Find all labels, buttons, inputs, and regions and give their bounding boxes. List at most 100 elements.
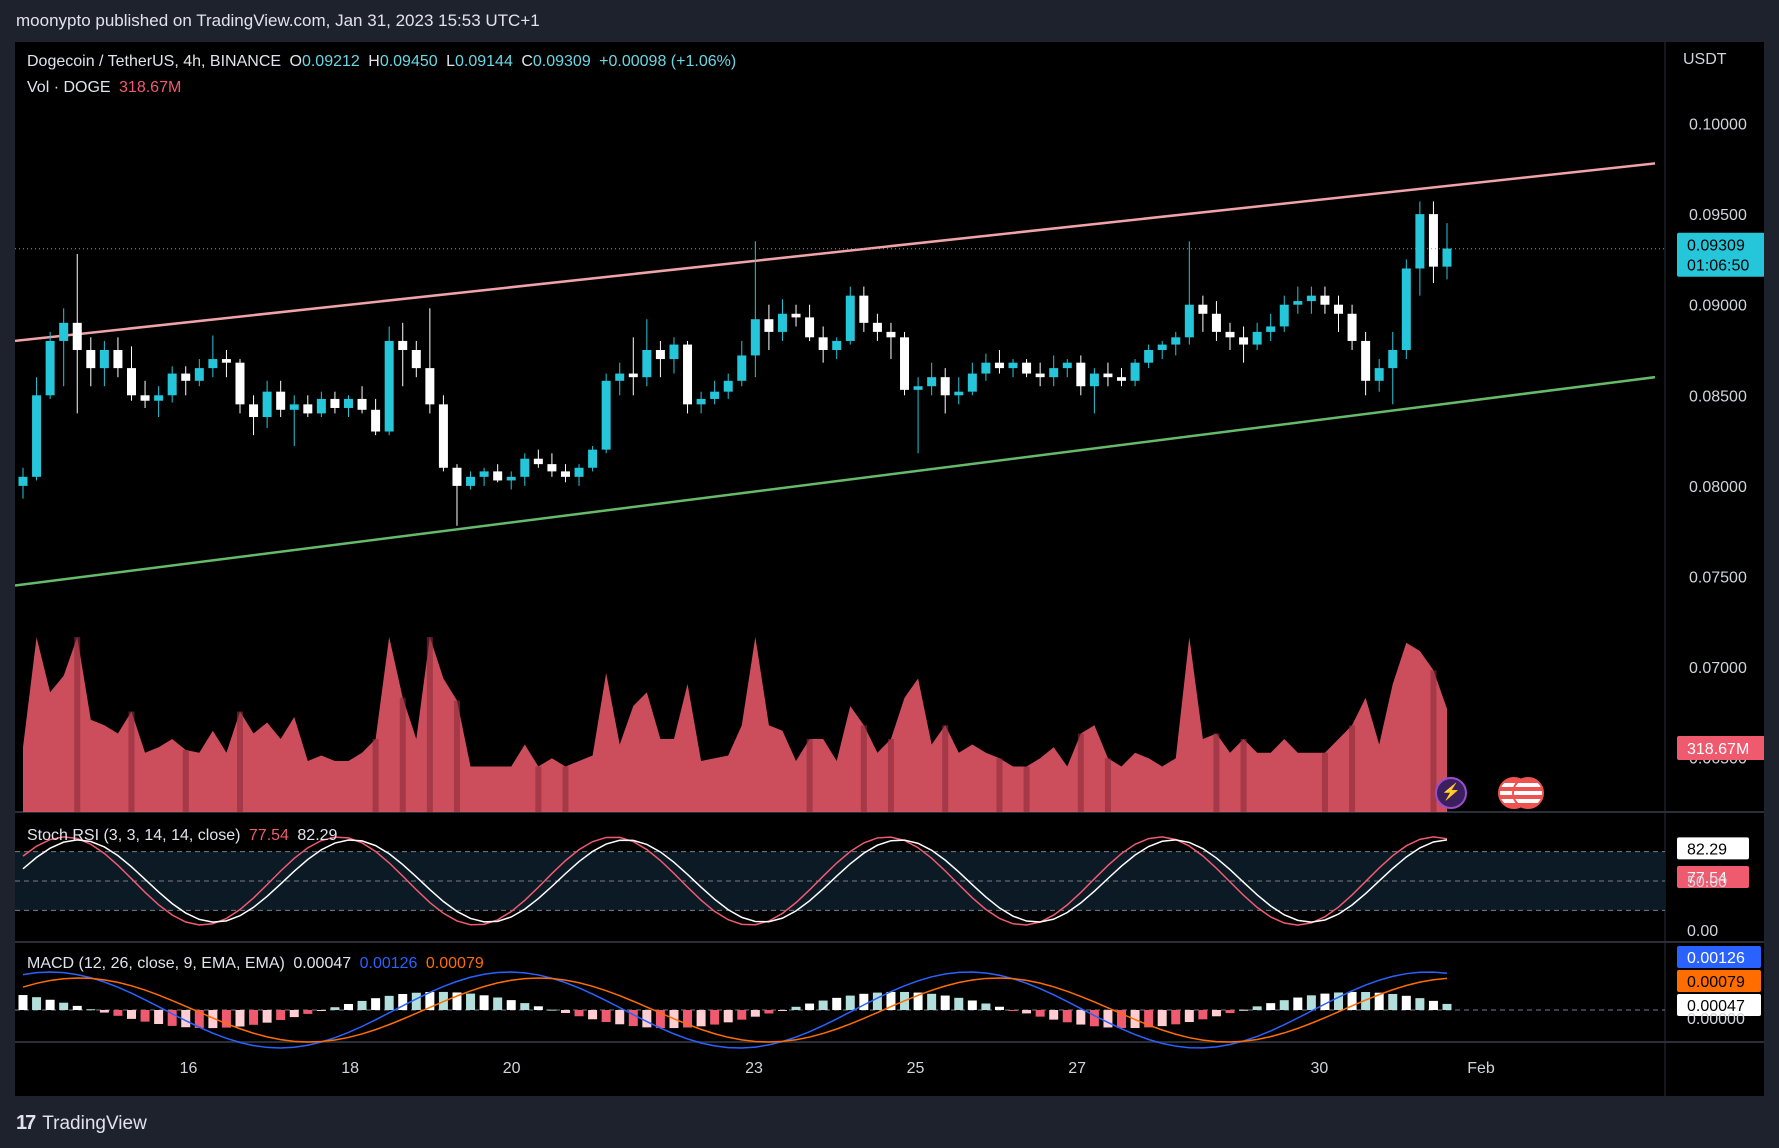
macd-histogram-bar: [1320, 993, 1330, 1010]
us-flag-icon-2[interactable]: [1512, 777, 1544, 809]
candle-up: [777, 313, 787, 332]
macd-histogram-bar: [1293, 997, 1303, 1010]
currency-label: USDT: [1683, 51, 1727, 68]
price-tick-label: 0.09000: [1689, 298, 1747, 315]
open-label: O: [289, 53, 302, 70]
volume-bar-down: [372, 739, 379, 812]
macd-badge-label: 0.00126: [1687, 950, 1745, 967]
macd-histogram-bar: [791, 1006, 801, 1010]
volume-bar-down: [453, 700, 460, 812]
macd-histogram-bar: [1239, 1009, 1249, 1011]
macd-histogram-bar: [140, 1010, 150, 1022]
macd-histogram-bar: [642, 1010, 652, 1028]
tradingview-logo-icon: 17: [16, 1112, 36, 1134]
macd-histogram-bar: [479, 995, 489, 1010]
macd-histogram-bar: [18, 995, 28, 1010]
candle-down: [1198, 304, 1208, 314]
macd-histogram-bar: [1334, 992, 1344, 1010]
candle-down: [411, 350, 421, 369]
volume-bar-down: [74, 637, 81, 812]
stoch-label[interactable]: Stoch RSI (3, 3, 14, 14, close): [27, 827, 241, 844]
candle-up: [32, 395, 42, 477]
symbol-title[interactable]: Dogecoin / TetherUS, 4h, BINANCE: [27, 53, 282, 70]
time-tick-label: 25: [907, 1060, 925, 1077]
candle-up: [1266, 326, 1276, 332]
macd-badge: [1677, 994, 1761, 1016]
macd-histogram-bar: [72, 1005, 82, 1010]
candle-down: [1334, 304, 1344, 314]
price-tick-label: 0.10000: [1689, 117, 1747, 134]
volume-bar-down: [426, 637, 433, 812]
symbol-legend: Dogecoin / TetherUS, 4h, BINANCE O0.0921…: [27, 53, 740, 71]
macd-histogram-bar: [398, 994, 408, 1010]
candle-down: [1035, 373, 1045, 378]
volume-value: 318.67M: [119, 79, 182, 96]
time-tick-label: 16: [180, 1060, 198, 1077]
candle-up: [710, 391, 720, 399]
macd-histogram-bar: [1089, 1010, 1099, 1027]
volume-bar-down: [562, 766, 569, 812]
macd-histogram-bar: [425, 992, 435, 1010]
high-value: 0.09450: [379, 53, 438, 70]
volume-bar-down: [1023, 766, 1030, 812]
candle-up: [1184, 304, 1194, 338]
macd-histogram-bar: [683, 1010, 693, 1028]
candle-down: [1225, 331, 1235, 338]
candle-down: [249, 404, 259, 418]
brand[interactable]: 17 TradingView: [16, 1112, 147, 1135]
candle-up: [1089, 373, 1099, 387]
macd-badge: [1677, 946, 1761, 968]
candle-down: [1076, 362, 1086, 387]
macd-histogram-bar: [1184, 1010, 1194, 1023]
candle-down: [1361, 340, 1371, 381]
macd-badge-label: 0.00079: [1687, 974, 1745, 991]
macd-histogram-bar: [967, 1000, 977, 1010]
candle-down: [764, 319, 774, 332]
candle-up: [1401, 268, 1411, 350]
macd-hist-value: 0.00047: [293, 955, 352, 972]
candle-up: [208, 359, 218, 369]
macd-label[interactable]: MACD (12, 26, close, 9, EMA, EMA): [27, 955, 285, 972]
macd-histogram-bar: [1225, 1010, 1235, 1014]
candle-up: [1293, 301, 1303, 305]
macd-histogram-bar: [1103, 1010, 1113, 1028]
volume-bar-down: [1104, 758, 1111, 812]
time-tick-label: Feb: [1467, 1060, 1495, 1077]
macd-tick-label: 0.00000: [1687, 1011, 1745, 1028]
macd-histogram-bar: [1347, 991, 1357, 1010]
macd-histogram-bar: [628, 1010, 638, 1027]
macd-histogram-bar: [520, 1003, 530, 1010]
chart-canvas[interactable]: USDT 0.10000 0.09500 0.09000 0.08500 0.08000 0…: [15, 42, 1764, 1096]
volume-bar-down: [1321, 752, 1328, 812]
macd-histogram-bar: [303, 1010, 313, 1014]
price-tick-label: 0.07000: [1689, 660, 1747, 677]
macd-histogram-bar: [1157, 1010, 1167, 1027]
macd-histogram-bar: [574, 1010, 584, 1017]
macd-histogram-bar: [655, 1010, 665, 1029]
macd-histogram-bar: [764, 1010, 774, 1014]
candle-up: [194, 368, 204, 381]
candle-up: [1144, 350, 1154, 363]
candle-down: [452, 467, 462, 486]
chart-frame[interactable]: USDT 0.10000 0.09500 0.09000 0.08500 0.08000 0…: [15, 42, 1764, 1096]
publisher-bar: moonypto published on TradingView.com, J…: [0, 0, 1779, 42]
candle-down: [791, 313, 801, 318]
macd-histogram-bar: [1049, 1010, 1059, 1020]
volume-label[interactable]: Vol · DOGE: [27, 79, 111, 96]
candle-up: [1171, 337, 1181, 345]
close-value: 0.09309: [532, 53, 591, 70]
lightning-icon[interactable]: ⚡: [1435, 777, 1467, 809]
candle-down: [1320, 295, 1330, 305]
macd-line-value: 0.00126: [359, 955, 418, 972]
macd-histogram-bar: [1062, 1010, 1072, 1023]
candle-down: [683, 344, 693, 405]
candle-up: [750, 319, 760, 356]
candle-up: [99, 350, 109, 369]
volume-bar-down: [182, 750, 189, 812]
candle-down: [425, 368, 435, 405]
macd-histogram-bar: [737, 1010, 747, 1020]
macd-histogram-bar: [1401, 995, 1411, 1010]
volume-legend: Vol · DOGE 318.67M: [27, 79, 185, 97]
macd-histogram-bar: [777, 1010, 787, 1011]
volume-bar-down: [1240, 739, 1247, 812]
